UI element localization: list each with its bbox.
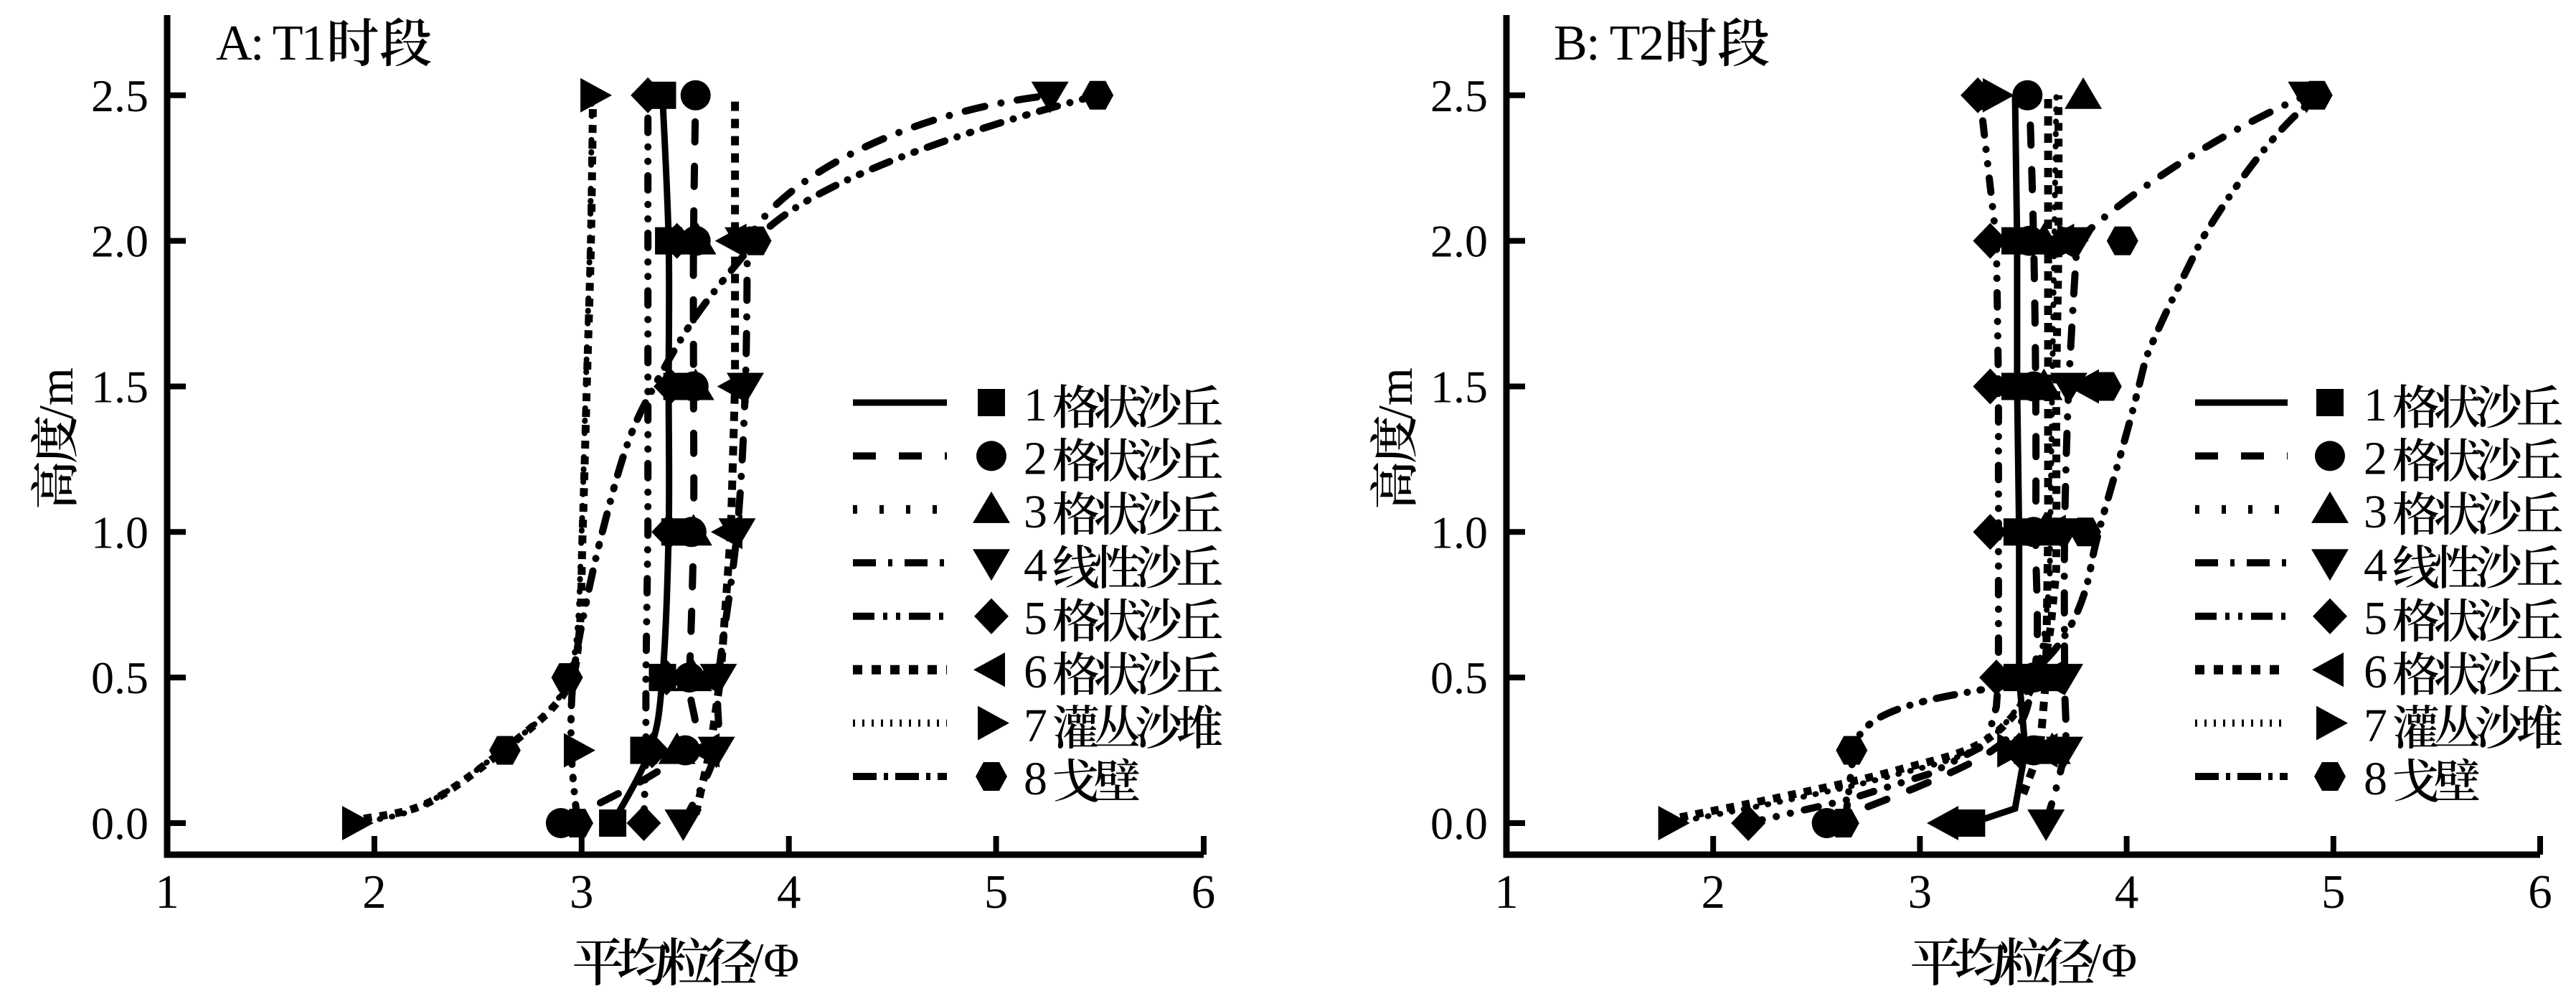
svg-text:5: 5 [2321,865,2346,919]
svg-text:4: 4 [2115,865,2139,919]
svg-text:2.0: 2.0 [1430,216,1488,267]
svg-text:1.5: 1.5 [1430,362,1488,413]
svg-text:1: 1 [2364,379,2387,431]
svg-text:7: 7 [2364,700,2387,752]
svg-text:0.5: 0.5 [1430,652,1488,703]
svg-text:5: 5 [1024,593,1047,645]
svg-text:3: 3 [1908,865,1933,919]
svg-text:4: 4 [777,865,801,919]
svg-text:3: 3 [1024,486,1047,538]
svg-text:/Φ: /Φ [750,933,800,986]
svg-text:2: 2 [2364,432,2387,484]
svg-text:2.0: 2.0 [91,216,148,267]
svg-text:5: 5 [984,865,1009,919]
svg-text:0.0: 0.0 [91,798,148,849]
svg-text:2: 2 [362,865,387,919]
svg-text:1: 1 [1024,379,1047,431]
svg-text:1: 1 [155,865,179,919]
svg-text:7: 7 [1024,700,1047,752]
svg-text:A: T1: A: T1 [216,16,326,71]
svg-text:8: 8 [2364,753,2387,805]
svg-text:1.0: 1.0 [1430,507,1488,558]
svg-text:2: 2 [1701,865,1725,919]
svg-text:3: 3 [2364,486,2387,538]
svg-text:/m: /m [1368,367,1423,419]
svg-text:6: 6 [2528,865,2552,919]
svg-text:2.5: 2.5 [91,70,148,121]
svg-text:0.5: 0.5 [91,652,148,703]
svg-text:1.5: 1.5 [91,362,148,413]
svg-text:6: 6 [1024,646,1047,698]
svg-text:4: 4 [2364,539,2387,591]
svg-text:4: 4 [1024,539,1047,591]
svg-text:1.0: 1.0 [91,507,148,558]
svg-text:B: T2: B: T2 [1554,16,1664,71]
svg-text:2.5: 2.5 [1430,70,1488,121]
svg-text:6: 6 [1192,865,1216,919]
svg-text:2: 2 [1024,432,1047,484]
svg-text:6: 6 [2364,646,2387,698]
svg-text:5: 5 [2364,593,2387,645]
svg-text:/m: /m [29,367,83,419]
svg-text:8: 8 [1024,753,1047,805]
svg-text:1: 1 [1494,865,1519,919]
svg-text:3: 3 [570,865,594,919]
svg-text:0.0: 0.0 [1430,798,1488,849]
svg-text:/Φ: /Φ [2088,933,2138,986]
